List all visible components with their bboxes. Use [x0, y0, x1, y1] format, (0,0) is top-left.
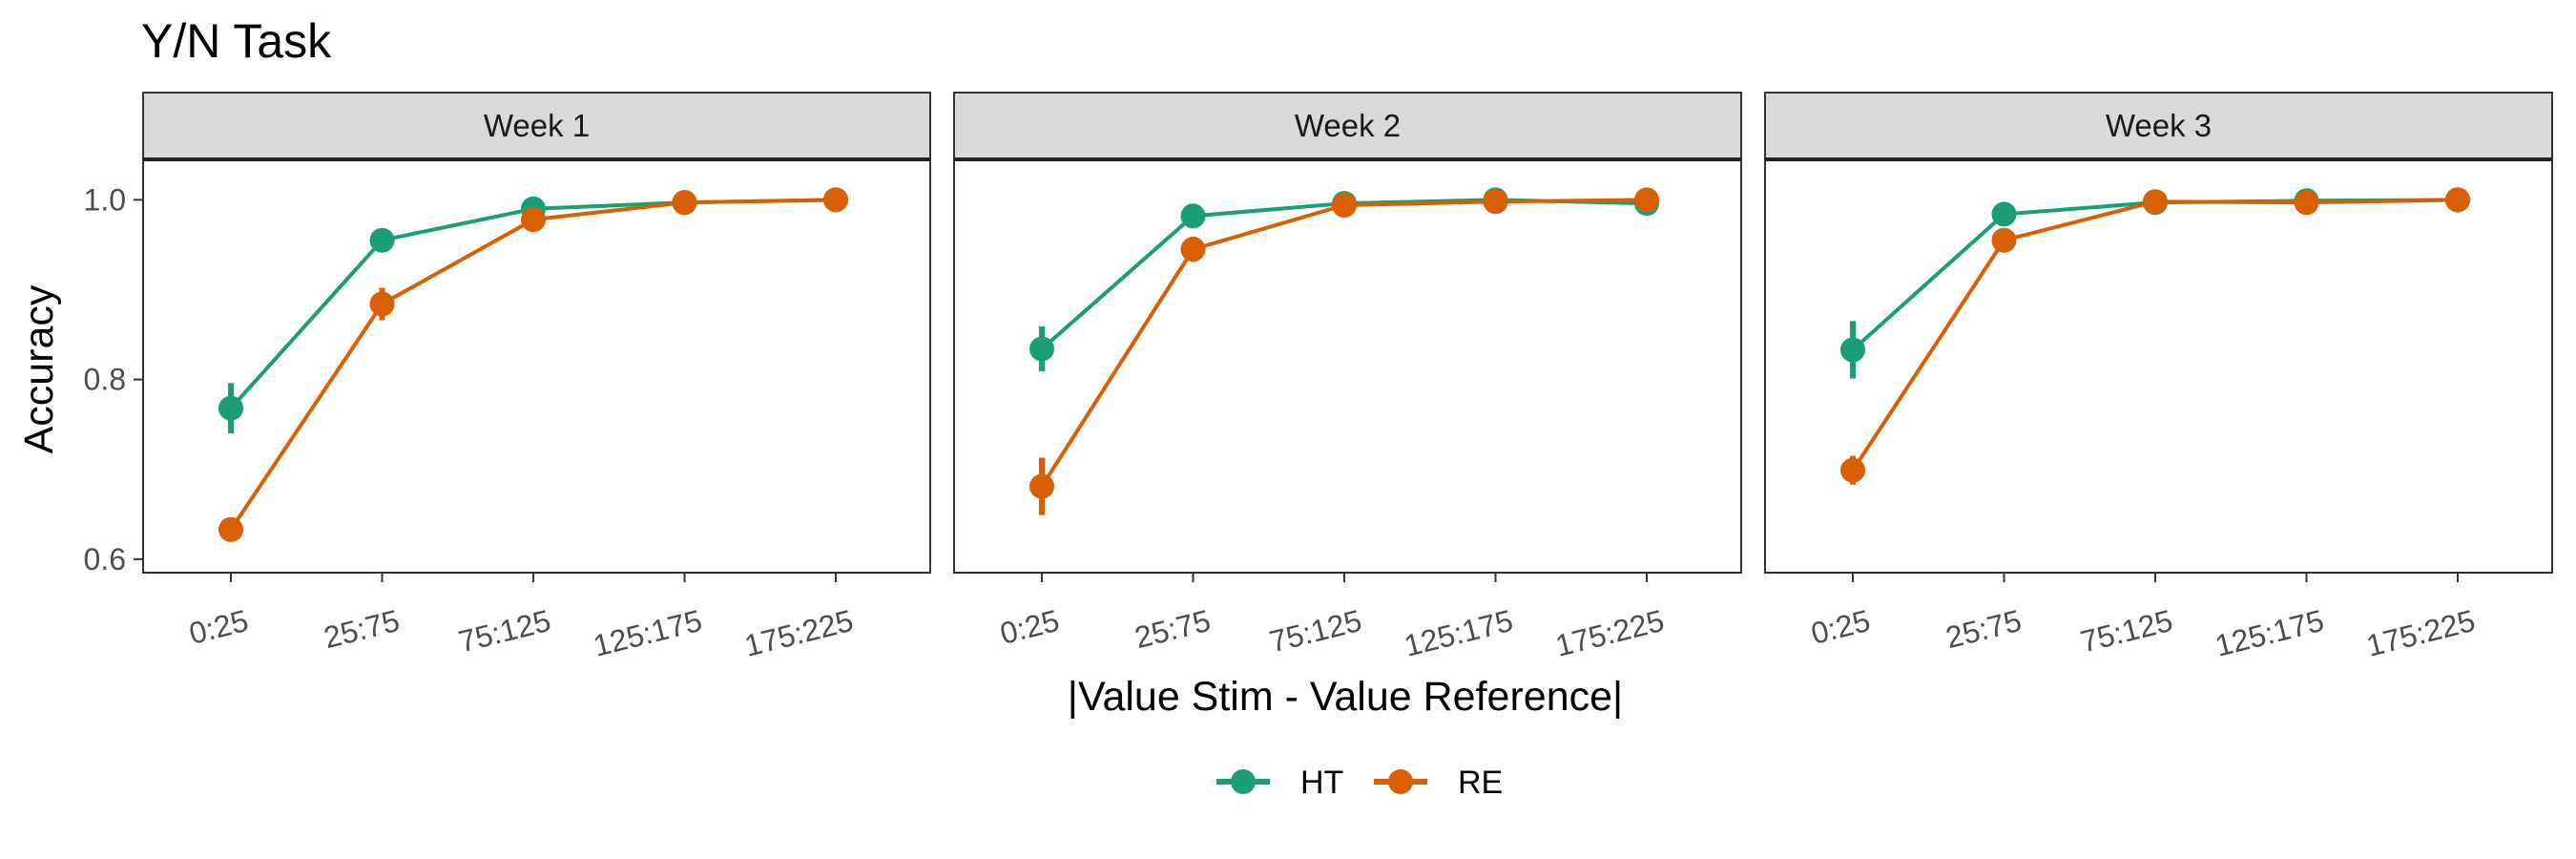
data-point-re: [2294, 190, 2319, 216]
data-point-ht: [1180, 203, 1206, 229]
data-point-ht: [218, 395, 243, 421]
x-tick-label: 175:225: [1552, 603, 1668, 663]
facet-panel-3: Week 3 0:25 25:75 75:125 125:175 175:225: [1764, 92, 2553, 663]
x-tick-label: 25:75: [1132, 603, 1214, 655]
data-point-re: [1483, 189, 1508, 215]
y-tick-label: 1.0: [84, 182, 126, 217]
y-axis: 0.6 0.8 1.0: [84, 182, 143, 576]
y-tick-label: 0.6: [84, 542, 126, 576]
data-point-re: [2143, 189, 2168, 215]
x-tick-label: 25:75: [321, 603, 403, 655]
x-tick-label: 175:225: [2363, 603, 2479, 663]
legend-label: HT: [1300, 765, 1343, 801]
facet-panel-1: Week 1 0:25 25:75 75:125 125:175 175:225: [142, 92, 931, 663]
x-tick-label: 125:175: [1401, 603, 1516, 663]
data-point-re: [1634, 187, 1659, 213]
data-point-ht: [1840, 337, 1865, 363]
x-tick-label: 125:175: [590, 603, 705, 663]
x-tick-label: 0:25: [186, 603, 252, 651]
data-point-re: [369, 291, 395, 317]
data-point-re: [521, 207, 546, 233]
x-tick-label: 75:125: [2077, 603, 2176, 660]
data-point-re: [672, 190, 697, 216]
chart-title: Y/N Task: [141, 14, 332, 68]
data-point-ht: [369, 227, 395, 253]
x-tick-label: 125:175: [2212, 603, 2327, 663]
data-point-re: [1180, 237, 1206, 262]
facet-strip: [142, 92, 931, 160]
x-tick-label: 0:25: [997, 603, 1063, 651]
data-point-re: [1840, 457, 1865, 483]
facet-strip-label: Week 1: [484, 108, 590, 143]
x-tick-label: 25:75: [1942, 603, 2025, 655]
x-tick-label: 175:225: [741, 603, 857, 663]
legend-item-ht: HT: [1216, 765, 1343, 801]
data-point-re: [1029, 473, 1054, 499]
facet-strip: [953, 92, 1742, 160]
legend: HT RE: [1216, 765, 1503, 801]
legend-key-point: [1388, 769, 1413, 794]
legend-item-re: RE: [1374, 765, 1503, 801]
facet-strip: [1764, 92, 2553, 160]
x-axis-title: |Value Stim - Value Reference|: [1068, 674, 1623, 720]
facet-strip-label: Week 2: [1295, 108, 1401, 143]
data-point-re: [1332, 193, 1357, 219]
y-axis-title: Accuracy: [16, 284, 62, 453]
data-point-ht: [1029, 336, 1054, 362]
facet-strip-label: Week 3: [2106, 108, 2212, 143]
legend-label: RE: [1458, 765, 1503, 801]
data-point-re: [823, 187, 848, 213]
x-tick-label: 75:125: [455, 603, 554, 660]
data-point-re: [218, 516, 243, 542]
plot-panel: [953, 158, 1742, 574]
facet-panel-2: Week 2 0:25 25:75 75:125 125:175 175:225: [953, 92, 1742, 663]
data-point-re: [1991, 227, 2017, 253]
legend-key-point: [1231, 769, 1256, 794]
data-point-ht: [1991, 201, 2017, 227]
y-tick-label: 0.8: [84, 363, 126, 397]
x-tick-label: 75:125: [1266, 603, 1365, 660]
facet-panels: Week 10:25 25:75 75:125 125:175 175:225Week …: [142, 92, 2553, 663]
x-tick-label: 0:25: [1808, 603, 1874, 651]
data-point-re: [2445, 187, 2470, 213]
plot-panel: [1764, 158, 2553, 574]
